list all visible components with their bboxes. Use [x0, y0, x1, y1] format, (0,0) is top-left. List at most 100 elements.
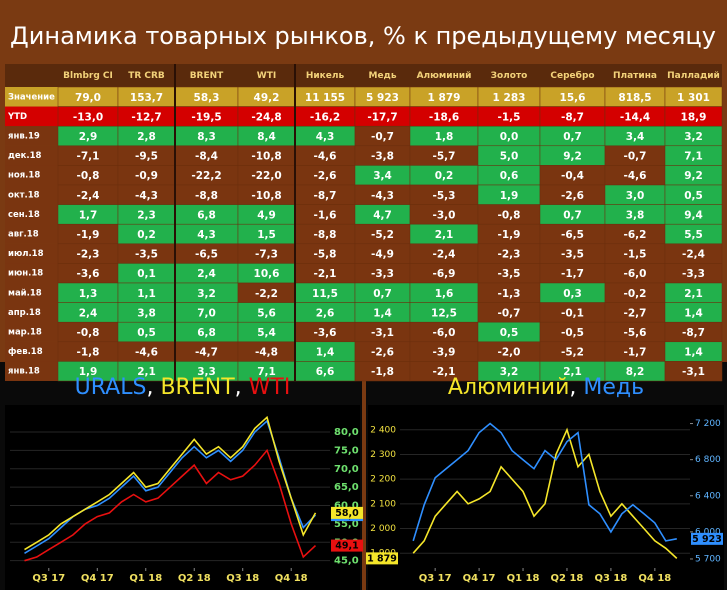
cell: 5,6 — [257, 307, 276, 319]
cell: -10,8 — [251, 190, 281, 202]
cell: 79,0 — [75, 92, 101, 104]
y-tick-label: 60,0 — [334, 501, 359, 512]
cell: 2,8 — [137, 131, 156, 143]
cell: 3,3 — [197, 366, 216, 378]
row-label-bg — [5, 126, 58, 146]
cell: -2,6 — [371, 347, 394, 359]
last-value-label: 5 923 — [692, 534, 722, 545]
cell: 4,7 — [373, 209, 392, 221]
y-tick-label: 2 200 — [370, 475, 396, 485]
cell: -2,3 — [498, 249, 521, 261]
last-value-label: 49,1 — [335, 541, 358, 552]
cell: -4,3 — [371, 190, 394, 202]
cell: 1,9 — [79, 366, 98, 378]
last-value-box — [691, 532, 723, 545]
cell: -6,5 — [561, 229, 584, 241]
column-header: Алюминий — [417, 71, 472, 81]
row-label-bg — [5, 165, 58, 185]
cell: 5,5 — [684, 229, 703, 241]
last-value-box — [331, 539, 363, 552]
row-label: мар.18 — [8, 328, 42, 338]
cell: -10,8 — [251, 151, 281, 163]
cell: 1,4 — [316, 347, 335, 359]
cell: -13,0 — [73, 111, 103, 123]
cell: 0,0 — [500, 131, 519, 143]
x-tick-label: Q1 18 — [129, 573, 162, 584]
row-label-bg — [5, 106, 58, 127]
cell: -0,8 — [77, 327, 100, 339]
cell: -1,6 — [314, 209, 337, 221]
cell: -14,4 — [620, 111, 650, 123]
cell: -6,9 — [433, 268, 456, 280]
row-label: апр.18 — [8, 308, 41, 318]
cell: 0,3 — [563, 288, 582, 300]
last-value-box — [331, 506, 363, 519]
cell: -3,8 — [371, 151, 394, 163]
cell: -4,6 — [624, 170, 647, 182]
cell: -1,7 — [624, 347, 647, 359]
cell: -3,6 — [77, 268, 100, 280]
cell: -1,9 — [498, 229, 521, 241]
cell: 7,0 — [197, 307, 216, 319]
table-header-bg — [5, 64, 722, 87]
row-label: сен.18 — [8, 210, 40, 220]
column-header: Серебро — [550, 70, 594, 81]
cell: 1,3 — [79, 288, 98, 300]
cell: -8,8 — [195, 190, 218, 202]
column-header: Медь — [368, 71, 396, 81]
cell: 10,6 — [254, 268, 280, 280]
cell: 1,4 — [373, 307, 392, 319]
cell: 6,6 — [316, 366, 335, 378]
row-label-bg — [5, 204, 58, 225]
cell: 0,2 — [435, 170, 454, 182]
row-label: авг.18 — [8, 230, 39, 240]
cell: -1,9 — [77, 229, 100, 241]
cell: -5,2 — [371, 229, 394, 241]
cell: 1,9 — [500, 190, 519, 202]
cell: 1,1 — [137, 288, 156, 300]
cell: 1,8 — [435, 131, 454, 143]
row-label: YTD — [7, 112, 27, 122]
cell: 1 301 — [677, 92, 710, 104]
cell-bg — [664, 361, 723, 382]
cell: -9,5 — [135, 151, 158, 163]
y-tick-label: 55,0 — [334, 519, 359, 530]
row-label-bg — [5, 243, 58, 264]
cell: -22,0 — [251, 170, 281, 182]
cell: -0,4 — [561, 170, 584, 182]
cell: -2,1 — [314, 268, 337, 280]
row-label: дек.18 — [8, 151, 42, 161]
row-label: фев.18 — [8, 347, 43, 357]
cell: 153,7 — [130, 92, 163, 104]
cell: 0,1 — [137, 268, 156, 280]
cell: 1,7 — [79, 209, 98, 221]
y-tick-label: 2 000 — [370, 524, 396, 534]
cell: -8,7 — [314, 190, 337, 202]
cell: -6,2 — [624, 229, 647, 241]
cell: -2,6 — [314, 170, 337, 182]
cell: -6,5 — [195, 249, 218, 261]
row-label: июл.18 — [8, 249, 44, 259]
x-tick-label: Q4 17 — [81, 573, 114, 584]
cell: -0,1 — [561, 307, 584, 319]
cell: 0,2 — [137, 229, 156, 241]
cell: -24,8 — [251, 111, 281, 123]
row-label-bg — [5, 263, 58, 283]
column-header: BRENT — [190, 71, 224, 81]
chart-title: URALS, BRENT, WTI — [75, 375, 291, 400]
cell: 5 923 — [366, 92, 399, 104]
title-series: Медь — [583, 375, 644, 400]
title-series: Алюминий — [448, 375, 570, 400]
cell: 11 155 — [305, 92, 345, 104]
cell: -3,3 — [682, 268, 705, 280]
y2-tick-label: 7 200 — [695, 419, 721, 429]
cell: -2,4 — [77, 190, 100, 202]
column-header: Платина — [613, 71, 657, 81]
cell: -3,1 — [371, 327, 394, 339]
cell: -2,0 — [498, 347, 521, 359]
column-header: Золото — [491, 71, 528, 81]
column-header: WTI — [257, 71, 276, 81]
cell: -1,8 — [77, 347, 100, 359]
row-label: янв.18 — [8, 367, 40, 377]
